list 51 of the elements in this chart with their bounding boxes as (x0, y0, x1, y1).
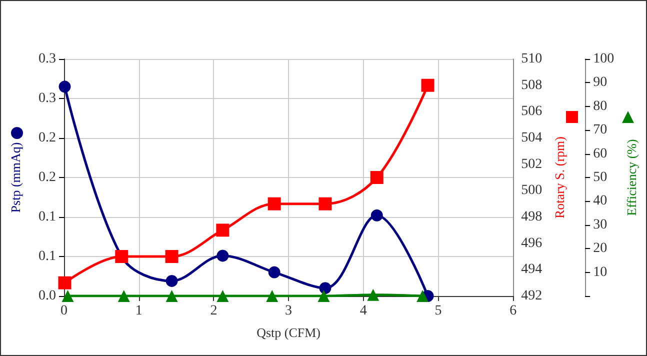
y2-tick-label: 502 (521, 156, 542, 172)
x-tick-label: 4 (360, 304, 367, 318)
y2-tick-label: 496 (521, 236, 542, 251)
x-tick-label: 3 (285, 304, 292, 318)
x-tick-label: 5 (434, 304, 442, 318)
y2-tick-label: 506 (521, 104, 542, 120)
y3-tick-label: 30 (593, 217, 608, 232)
y-axis-title: Pstp (mmAq) (8, 142, 23, 213)
y2-tick-label: 494 (521, 262, 542, 278)
y2-tick-label: 500 (521, 183, 542, 198)
y3-tick-label: 80 (593, 98, 608, 114)
y-tick-label: 0.3 (38, 91, 56, 106)
y-tick-label: 0.1 (38, 249, 56, 264)
y3-tick-label: 50 (593, 170, 608, 185)
y2-tick-label: 510 (521, 52, 542, 66)
y2-tick-label: 508 (521, 78, 542, 93)
y-tick-label: 0.2 (38, 170, 56, 185)
point (166, 274, 178, 287)
point (216, 250, 229, 262)
point (318, 197, 332, 210)
y3-tick-label: 60 (593, 146, 608, 162)
point (268, 197, 281, 210)
y2-tick-label: 492 (521, 288, 542, 304)
y3-tick-label: 70 (593, 122, 608, 138)
point (421, 78, 434, 92)
y-tick-label: 0.2 (38, 130, 56, 146)
point (58, 80, 71, 93)
y3-tick-label: 100 (593, 52, 614, 66)
point (319, 282, 332, 294)
y-tick-label: 0.3 (38, 52, 56, 66)
y3-tick-label: 10 (593, 264, 608, 280)
y3-tick-label: 20 (593, 241, 608, 256)
y2-axis-title: Rotary S. (rpm) (552, 136, 568, 218)
x-tick-label: 2 (210, 304, 218, 318)
point (370, 171, 384, 184)
y3-axis-title: Efficiency (%) (624, 139, 639, 216)
y3-tick-label: 90 (593, 75, 608, 90)
x-tick-label: 0 (60, 304, 68, 318)
x-tick-label: 6 (510, 304, 517, 318)
point (58, 276, 72, 290)
point (370, 209, 383, 222)
y3-tick-label: 40 (593, 194, 608, 209)
point (165, 250, 178, 263)
y-tick-label: 0.1 (38, 210, 56, 224)
x-tick-label: 1 (135, 304, 142, 318)
y-tick-label: 0.0 (38, 288, 56, 304)
x-axis-title: Qstp (CFM) (256, 325, 321, 340)
y2-tick-label: 504 (521, 130, 542, 146)
y2-tick-label: 498 (521, 210, 542, 224)
point (268, 266, 280, 278)
point (216, 224, 230, 237)
